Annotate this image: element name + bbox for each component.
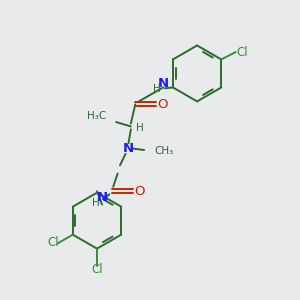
Text: Cl: Cl (91, 263, 103, 276)
Text: Cl: Cl (236, 46, 248, 59)
Text: H₃C: H₃C (87, 111, 106, 121)
Text: Cl: Cl (48, 236, 59, 248)
Text: H: H (153, 84, 160, 94)
Text: CH₃: CH₃ (154, 146, 174, 157)
Text: N: N (96, 191, 108, 204)
Text: O: O (157, 98, 168, 111)
Text: H: H (92, 198, 99, 208)
Text: N: N (158, 77, 169, 90)
Text: N: N (122, 142, 134, 155)
Text: O: O (134, 185, 145, 198)
Text: H: H (136, 123, 144, 133)
